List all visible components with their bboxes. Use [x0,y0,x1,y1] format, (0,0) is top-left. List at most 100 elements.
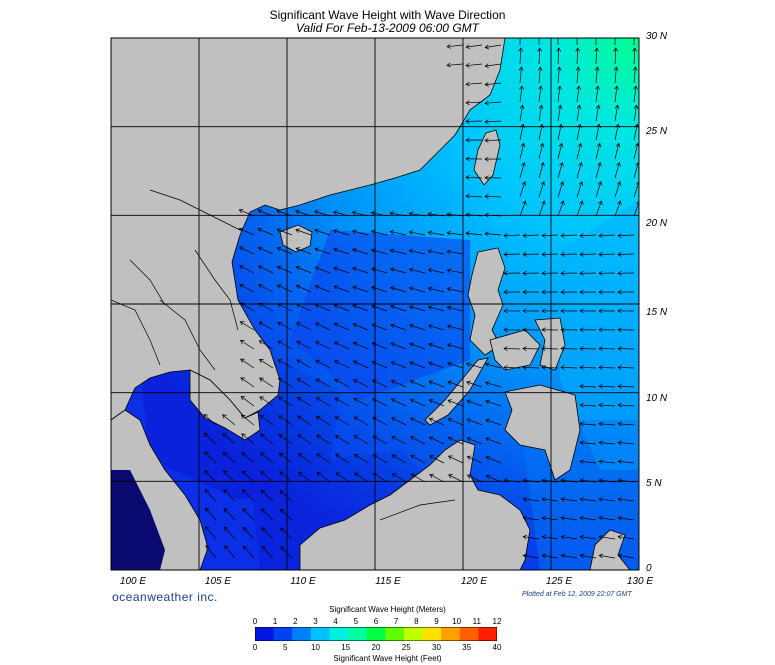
wave-direction-arrow [372,435,388,445]
wave-direction-arrow [279,508,293,521]
wave-direction-arrowhead [540,181,546,186]
wave-direction-arrow [523,479,540,483]
wave-direction-arrowhead [389,211,395,216]
wave-direction-arrowhead [575,66,581,71]
wave-direction-arrowhead [556,29,560,32]
wave-direction-arrow [277,322,293,331]
wave-direction-arrowhead [259,415,265,420]
wave-direction-arrow [561,536,578,540]
wave-direction-arrow [523,498,540,502]
wave-direction-arrow [334,341,350,350]
wave-direction-arrow [297,397,312,407]
wave-direction-arrowhead [409,417,415,422]
wave-direction-arrow [352,267,369,274]
wave-direction-arrow [633,162,639,179]
wave-direction-arrowhead [428,361,433,366]
wave-direction-arrow [538,86,542,103]
wave-direction-arrowhead [519,85,524,90]
wave-direction-arrow [576,67,579,84]
wave-direction-arrowhead [466,399,471,404]
wave-direction-arrowhead [598,270,603,276]
wave-direction-arrowhead [223,526,229,532]
colorbar-title-feet: Significant Wave Height (Feet) [333,654,442,663]
wave-direction-arrow [409,287,426,293]
wave-direction-arrowhead [577,142,583,148]
wave-direction-arrow [557,48,560,65]
colorbar-feet-tick: 35 [462,643,472,652]
wave-direction-arrowhead [258,321,264,326]
wave-direction-arrow [334,379,350,388]
wave-direction-arrowhead [503,327,508,333]
wave-direction-arrowhead [613,66,619,71]
wave-direction-arrowhead [446,305,452,311]
wave-direction-arrowhead [560,497,565,502]
wave-direction-arrowhead [371,304,376,309]
wave-direction-arrow [314,211,331,217]
wave-direction-arrow [390,287,407,293]
wave-direction-arrowhead [333,303,339,309]
wave-direction-arrow [241,452,255,464]
wave-direction-arrow [580,517,597,521]
wave-direction-arrow [561,479,578,483]
wave-direction-arrow [599,404,616,407]
wave-direction-arrow [373,454,388,464]
wave-direction-arrow [296,322,312,331]
wave-direction-arrowhead [224,545,229,550]
wave-direction-arrow [538,48,541,65]
wave-direction-arrowhead [296,397,302,402]
wave-direction-arrowhead [333,247,338,253]
wave-direction-arrow [390,324,407,331]
wave-direction-arrowhead [352,341,358,346]
wave-direction-arrowhead [277,340,283,345]
wave-direction-arrowhead [616,161,621,167]
wave-direction-arrowhead [409,398,415,403]
wave-direction-arrowhead [277,378,283,383]
wave-direction-arrow [614,181,621,198]
wave-direction-arrowhead [596,123,601,129]
wave-direction-arrow [580,442,597,445]
wave-direction-arrow [579,253,597,255]
wave-direction-arrowhead [354,472,359,477]
map-title: Significant Wave Height with Wave Direct… [269,8,506,22]
wave-direction-arrow [538,124,543,141]
wave-direction-arrowhead [522,308,527,314]
wave-direction-arrow [466,418,483,426]
wave-direction-arrow [315,304,331,312]
wave-direction-arrowhead [503,233,508,238]
wave-direction-arrowhead [576,104,582,110]
wave-direction-arrowhead [316,434,321,439]
wave-direction-arrowhead [297,415,302,420]
wave-direction-arrowhead [541,200,546,205]
wave-direction-arrow [485,437,502,445]
wave-direction-arrowhead [371,267,376,272]
lon-label: 120 E [460,576,488,587]
wave-direction-arrowhead [314,322,320,327]
wave-direction-arrowhead [353,454,359,459]
wave-direction-arrowhead [257,209,263,214]
wave-direction-arrowhead [617,289,622,295]
wave-direction-arrow [522,366,540,369]
wave-direction-arrowhead [257,246,263,251]
wave-direction-arrow [353,360,369,369]
wave-direction-arrowhead [579,553,585,559]
wave-direction-arrowhead [238,246,244,251]
wave-direction-arrow [595,124,600,141]
wave-direction-arrow [538,143,544,160]
wave-direction-arrow [239,284,255,293]
wave-direction-arrowhead [559,161,564,167]
wave-direction-arrow [353,342,369,350]
wave-direction-arrowhead [409,323,414,329]
wave-direction-arrowhead [277,321,282,327]
wave-direction-arrowhead [389,248,395,254]
wave-direction-arrowhead [538,85,543,90]
wave-direction-arrowhead [522,534,528,540]
wave-direction-arrowhead [579,346,584,351]
wave-direction-arrow [561,555,578,559]
indochina [189,369,261,441]
wave-direction-arrow [409,306,426,312]
colorbar-swatch [403,627,424,641]
wave-direction-arrowhead [560,200,565,205]
wave-direction-arrowhead [429,473,434,479]
wave-direction-arrow [371,230,388,236]
wave-direction-arrow [598,366,616,369]
